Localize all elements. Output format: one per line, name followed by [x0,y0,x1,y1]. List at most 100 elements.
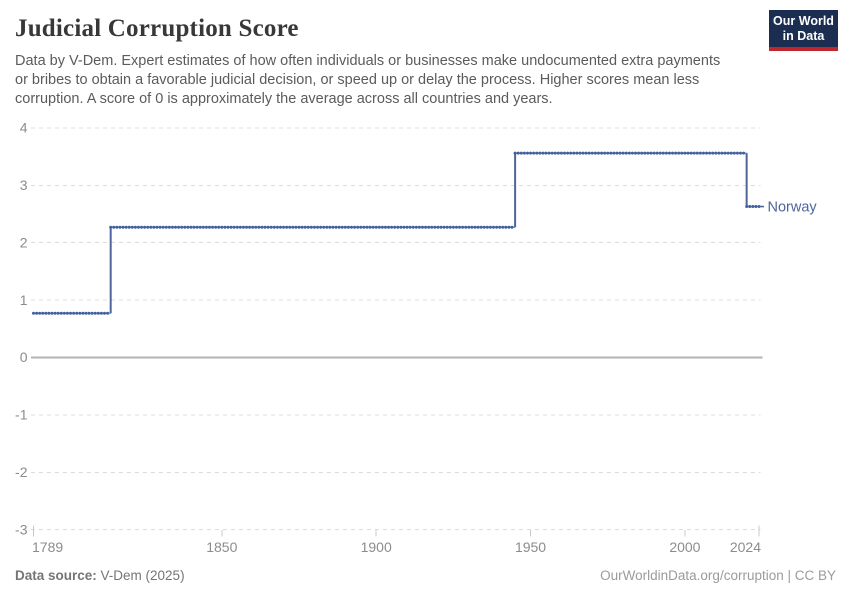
series-point [448,225,452,229]
series-point [359,225,363,229]
series-point [553,151,557,155]
series-point [377,225,381,229]
series-point [143,225,147,229]
series-point [402,225,406,229]
series-point [513,151,517,155]
series-point [288,225,292,229]
series-point [701,151,705,155]
series-point [479,225,483,229]
series-point [118,225,122,229]
owid-logo-line2: in Data [782,29,825,43]
series-point [624,151,628,155]
series-point [541,151,545,155]
series-point [433,225,437,229]
series-point [306,225,310,229]
series-point [507,225,511,229]
series-point [544,151,548,155]
series-point [130,225,134,229]
series-point [41,311,45,315]
series-point [634,151,638,155]
y-tick-label: 0 [20,349,28,365]
series-point [461,225,465,229]
series-point [300,225,304,229]
series-point [285,225,289,229]
series-point [720,151,724,155]
series-point [417,225,421,229]
series-point [618,151,622,155]
owid-logo: Our World in Data [769,10,838,51]
series-point [439,225,443,229]
series-point [427,225,431,229]
series-point [671,151,675,155]
series-point [340,225,344,229]
series-point [241,225,245,229]
series-point [140,225,144,229]
series-point [630,151,634,155]
series-point [337,225,341,229]
series-point [167,225,171,229]
series-point [269,225,273,229]
series-point [708,151,712,155]
series-point [334,225,338,229]
series-point [692,151,696,155]
series-point [87,311,91,315]
series-point [538,151,542,155]
series-point [260,225,264,229]
y-tick-label: -1 [15,407,28,423]
series-point [559,151,563,155]
series-point [729,151,733,155]
series-point [661,151,665,155]
series-point [711,151,715,155]
series-point [482,225,486,229]
y-tick-label: 2 [20,234,28,250]
series-point [282,225,286,229]
series-point [186,225,190,229]
series-point [59,311,63,315]
series-point [510,225,514,229]
y-tick-label: 1 [20,292,28,308]
series-point [649,151,653,155]
series-point [198,225,202,229]
series-point [476,225,480,229]
series-point [254,225,258,229]
series-point [266,225,270,229]
series-point [393,225,397,229]
series-point [81,311,85,315]
series-point [470,225,474,229]
series-point [93,311,97,315]
series-point [621,151,625,155]
series-point [748,205,752,209]
series-point [383,225,387,229]
series-point [72,311,76,315]
series-point [214,225,218,229]
series-point [430,225,434,229]
series-point [189,225,193,229]
series-point [652,151,656,155]
series-point [99,311,103,315]
series-point [732,151,736,155]
series-point [587,151,591,155]
series-point [519,151,523,155]
series-point [204,225,208,229]
series-point [399,225,403,229]
series-point [420,225,424,229]
series-point [177,225,181,229]
series-point [368,225,372,229]
series-point [275,225,279,229]
series-point [414,225,418,229]
series-point [192,225,196,229]
series-point [238,225,242,229]
series-point [115,225,119,229]
footer-license-link[interactable]: OurWorldinData.org/corruption | CC BY [600,568,836,583]
series-point [717,151,721,155]
series-point [174,225,178,229]
x-tick-label: 2024 [730,539,761,555]
series-point [291,225,295,229]
series-point [133,225,137,229]
series-point [183,225,187,229]
chart-subtitle: Data by V-Dem. Expert estimates of how o… [15,52,760,109]
series-point [180,225,184,229]
series-point [600,151,604,155]
series-point [316,225,320,229]
